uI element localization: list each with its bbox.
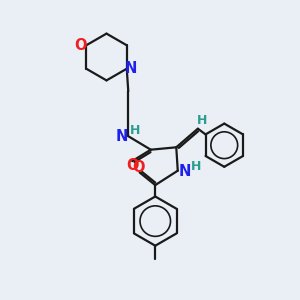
Text: N: N xyxy=(178,164,190,179)
Text: N: N xyxy=(125,61,137,76)
Text: H: H xyxy=(197,114,208,127)
Text: O: O xyxy=(126,158,138,173)
Text: H: H xyxy=(130,124,140,137)
Text: O: O xyxy=(75,38,87,53)
Text: H: H xyxy=(190,160,201,173)
Text: O: O xyxy=(132,160,144,175)
Text: N: N xyxy=(116,129,128,144)
